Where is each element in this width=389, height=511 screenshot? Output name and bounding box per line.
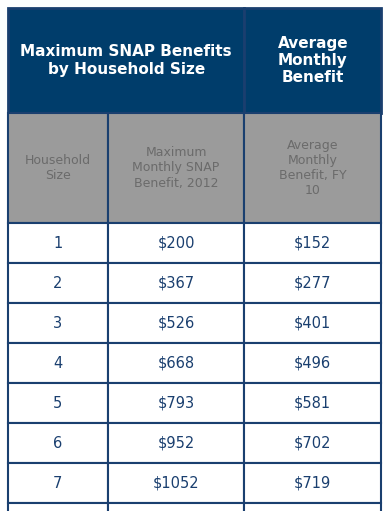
Text: $702: $702 [294,435,331,451]
Bar [244,383,381,423]
Bar [108,223,244,263]
Bar [244,263,381,303]
Text: Maximum SNAP Benefits
by Household Size: Maximum SNAP Benefits by Household Size [21,44,232,77]
Text: $952: $952 [158,435,194,451]
Bar [8,8,244,113]
Bar [244,463,381,503]
Bar [108,263,244,303]
Bar [244,343,381,383]
Bar [108,503,244,511]
Bar [244,303,381,343]
Bar [244,223,381,263]
Bar [244,503,381,511]
Text: $152: $152 [294,236,331,250]
Bar [8,383,108,423]
Text: Average
Monthly
Benefit, FY
10: Average Monthly Benefit, FY 10 [279,139,347,197]
Bar [244,423,381,463]
Text: 2: 2 [53,275,63,290]
Text: $668: $668 [158,356,194,370]
Bar [8,423,108,463]
Text: Household
Size: Household Size [25,154,91,182]
Bar [108,463,244,503]
Bar [108,113,244,223]
Text: 3: 3 [53,315,62,331]
Text: $401: $401 [294,315,331,331]
Text: 6: 6 [53,435,62,451]
Text: Average
Monthly
Benefit: Average Monthly Benefit [277,36,348,85]
Text: $200: $200 [157,236,195,250]
Text: $719: $719 [294,476,331,491]
Bar [108,343,244,383]
Text: 5: 5 [53,396,62,410]
Bar [244,113,381,223]
Text: $367: $367 [158,275,194,290]
Text: 7: 7 [53,476,63,491]
Bar [244,8,381,113]
Bar [8,463,108,503]
Bar [8,303,108,343]
Bar [8,113,108,223]
Bar [8,263,108,303]
Text: $793: $793 [158,396,194,410]
Text: Maximum
Monthly SNAP
Benefit, 2012: Maximum Monthly SNAP Benefit, 2012 [132,147,220,190]
Text: $1052: $1052 [153,476,199,491]
Text: $581: $581 [294,396,331,410]
Bar [8,503,108,511]
Bar [108,303,244,343]
Bar [108,423,244,463]
Bar [8,223,108,263]
Bar [8,343,108,383]
Text: 4: 4 [53,356,62,370]
Text: $526: $526 [158,315,194,331]
Text: 1: 1 [53,236,62,250]
Text: $496: $496 [294,356,331,370]
Bar [108,383,244,423]
Text: $277: $277 [294,275,331,290]
